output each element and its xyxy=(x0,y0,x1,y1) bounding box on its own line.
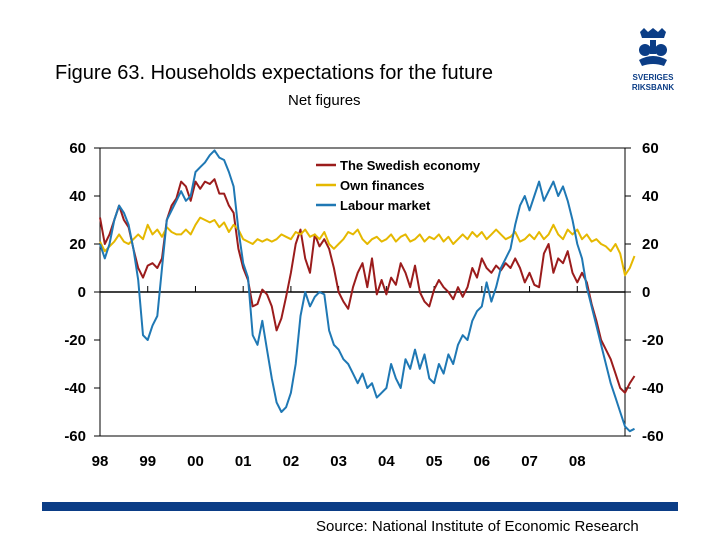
legend-label: Labour market xyxy=(340,198,431,213)
series-line-the-swedish-economy xyxy=(99,178,636,394)
chart-subtitle: Net figures xyxy=(288,92,361,109)
x-tick-label: 00 xyxy=(187,453,204,470)
x-tick-label: 98 xyxy=(92,453,109,470)
logo-text-line2: RIKSBANK xyxy=(632,83,674,92)
y-axis-left: 60 40 20 0 -20 -40 -60 xyxy=(64,140,100,445)
y-tick-label-right: 20 xyxy=(642,236,659,253)
x-tick-label: 05 xyxy=(426,453,443,470)
x-tick-label: 99 xyxy=(139,453,156,470)
y-tick-label-right: -40 xyxy=(642,380,664,397)
series-line-own-finances xyxy=(99,216,636,277)
source-note: Source: National Institute of Economic R… xyxy=(316,518,639,535)
legend-label: Own finances xyxy=(340,178,425,193)
x-tick-label: 03 xyxy=(330,453,347,470)
y-tick-label-right: 0 xyxy=(642,284,650,301)
line-chart: 60 40 20 0 -20 -40 -60 60 40 20 0 -20 -40 -60 98 99 00… xyxy=(64,140,664,470)
y-tick-label-right: 40 xyxy=(642,188,659,205)
x-tick-label: 08 xyxy=(569,453,586,470)
riksbank-crest-icon: SVERIGES RIKSBANK xyxy=(632,28,675,92)
x-axis: 98 99 00 01 02 03 04 05 06 07 08 xyxy=(92,286,586,470)
legend-label: The Swedish economy xyxy=(340,158,481,173)
x-tick-label: 07 xyxy=(521,453,538,470)
y-tick-label-left: 60 xyxy=(69,140,86,157)
y-tick-label-right: -20 xyxy=(642,332,664,349)
footer-bar xyxy=(42,502,678,511)
logo-text-line1: SVERIGES xyxy=(633,73,675,82)
x-tick-label: 01 xyxy=(235,453,252,470)
series-line-labour-market xyxy=(99,149,635,433)
riksbank-logo: SVERIGES RIKSBANK xyxy=(630,28,676,96)
y-tick-label-right: 60 xyxy=(642,140,659,157)
x-tick-label: 04 xyxy=(378,453,395,470)
y-tick-label-left: 20 xyxy=(69,236,86,253)
y-tick-label-left: 40 xyxy=(69,188,86,205)
chart-title: Figure 63. Households expectations for t… xyxy=(55,62,494,84)
y-axis-right: 60 40 20 0 -20 -40 -60 xyxy=(625,140,664,445)
y-tick-label-left: -40 xyxy=(64,380,86,397)
y-tick-label-left: -20 xyxy=(64,332,86,349)
y-tick-label-right: -60 xyxy=(642,428,664,445)
y-tick-label-left: -60 xyxy=(64,428,86,445)
x-tick-label: 06 xyxy=(473,453,490,470)
series-group xyxy=(99,149,636,433)
y-tick-label-left: 0 xyxy=(78,284,86,301)
x-tick-label: 02 xyxy=(283,453,300,470)
legend: The Swedish economy Own finances Labour ma… xyxy=(316,158,481,213)
